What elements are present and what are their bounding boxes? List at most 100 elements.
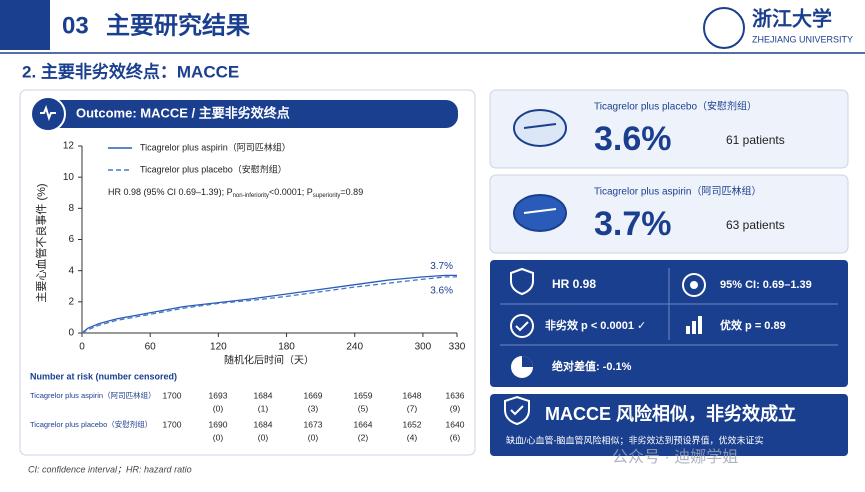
- x-tick-label: 240: [346, 342, 363, 353]
- annotation-sub: non-inferiority: [233, 193, 269, 199]
- card-value: 3.7%: [594, 205, 672, 243]
- risk-censored: (5): [358, 403, 369, 413]
- chart-panel: [19, 89, 476, 456]
- risk-censored: (0): [213, 432, 224, 442]
- risk-row-label: Ticagrelor plus aspirin（阿司匹林组）: [30, 390, 156, 400]
- conclusion-box: [490, 394, 848, 456]
- risk-count: 1652: [403, 419, 422, 429]
- x-tick-label: 180: [278, 342, 295, 353]
- card: [489, 174, 849, 254]
- card-patients: 61 patients: [726, 133, 785, 147]
- stat-diff: 绝对差值: -0.1%: [552, 359, 632, 373]
- value-label: 3.6%: [430, 286, 453, 297]
- risk-censored: (0): [258, 432, 269, 442]
- footnote: CI: confidence interval；HR: hazard ratio: [28, 464, 192, 474]
- check-mark: [515, 321, 529, 332]
- annotation-part: HR 0.98 (95% CI 0.69–1.39); P: [108, 187, 233, 197]
- card-name: Ticagrelor plus placebo（安慰剂组）: [594, 100, 757, 113]
- y-tick-label: 2: [68, 296, 74, 307]
- bar-icon: [692, 321, 696, 334]
- card-name: Ticagrelor plus aspirin（阿司匹林组）: [594, 185, 761, 198]
- risk-censored: (7): [407, 403, 418, 413]
- conclusion-text: 缺血/心血管-脑血管风险相似；非劣效达到预设界值，优效未证实: [506, 434, 764, 445]
- subtitle: 2. 主要非劣效终点：MACCE: [22, 61, 239, 81]
- risk-censored: (9): [450, 403, 461, 413]
- pie-slice: [522, 356, 533, 367]
- x-tick-label: 120: [210, 342, 227, 353]
- bar-icon: [686, 326, 690, 334]
- risk-count: 1690: [209, 419, 228, 429]
- stat-ci: 95% CI: 0.69–1.39: [720, 279, 812, 291]
- series-line: [81, 274, 457, 334]
- card-patients: 63 patients: [726, 218, 785, 232]
- pulse-icon: [40, 104, 56, 122]
- value-label: 3.7%: [430, 261, 453, 272]
- risk-row-label: Ticagrelor plus placebo（安慰剂组）: [30, 419, 152, 429]
- annotation-part: =0.89: [340, 187, 363, 197]
- risk-count: 1684: [254, 390, 273, 400]
- watermark: 公众号 · 迪娜学姐: [612, 448, 738, 466]
- risk-count: 1648: [403, 390, 422, 400]
- risk-censored: (0): [308, 432, 319, 442]
- panel-title-bar: [40, 100, 458, 128]
- x-tick-label: 0: [79, 342, 85, 353]
- annotation-part: <0.0001; P: [269, 187, 313, 197]
- pill-line: [523, 208, 557, 214]
- x-tick-label: 300: [415, 342, 432, 353]
- panel-title: Outcome: MACCE / 主要非劣效终点: [76, 105, 290, 120]
- y-tick-label: 6: [68, 234, 74, 245]
- y-tick-label: 12: [63, 141, 75, 152]
- y-axis-label: 主要心血管不良事件 (%): [34, 183, 48, 302]
- check-icon: [510, 314, 534, 338]
- bar-icon: [698, 316, 702, 334]
- pill-line: [523, 123, 557, 129]
- header-block: [0, 0, 50, 50]
- annotation-sub: superiority: [313, 193, 341, 199]
- risk-count: 1669: [304, 390, 323, 400]
- risk-censored: (1): [258, 403, 269, 413]
- chart-annotation: HR 0.98 (95% CI 0.69–1.39); Pnon-inferio…: [108, 187, 363, 198]
- shield-icon: [510, 267, 534, 296]
- risk-count: 1693: [209, 390, 228, 400]
- check-mark: [510, 405, 524, 416]
- header-title: 主要研究结果: [106, 11, 250, 39]
- logo-en: ZHEJIANG UNIVERSITY: [752, 34, 853, 44]
- risk-count: 1673: [304, 419, 323, 429]
- target-icon: [682, 273, 706, 297]
- target-center: [690, 281, 698, 289]
- series-line: [81, 276, 457, 334]
- risk-count: 1640: [446, 419, 465, 429]
- stat-noninferiority: 非劣效 p < 0.0001 ✓: [545, 318, 646, 332]
- risk-censored: (2): [358, 432, 369, 442]
- risk-count: 1664: [354, 419, 373, 429]
- y-tick-label: 8: [68, 203, 74, 214]
- x-tick-label: 330: [449, 342, 466, 353]
- logo-cn: 浙江大学: [752, 6, 832, 30]
- y-tick-label: 4: [68, 265, 74, 276]
- logo-emblem: [703, 7, 745, 49]
- x-tick-label: 60: [145, 342, 157, 353]
- risk-count: 1659: [354, 390, 373, 400]
- risk-count: 1700: [163, 390, 182, 400]
- legend-label: Ticagrelor plus aspirin（阿司匹林组）: [140, 141, 291, 152]
- risk-count: 1684: [254, 419, 273, 429]
- risk-count: 1700: [163, 419, 182, 429]
- x-axis-label: 随机化后时间（天）: [224, 354, 314, 367]
- risk-count: 1636: [446, 390, 465, 400]
- legend-label: Ticagrelor plus placebo（安慰剂组）: [140, 163, 287, 174]
- risk-title: Number at risk (number censored): [30, 371, 177, 381]
- risk-censored: (6): [450, 432, 461, 442]
- stat-hr: HR 0.98: [552, 277, 596, 291]
- pill-icon: [513, 109, 567, 147]
- risk-censored: (4): [407, 432, 418, 442]
- risk-censored: (3): [308, 403, 319, 413]
- y-tick-label: 10: [63, 172, 75, 183]
- conclusion-title: MACCE 风险相似，非劣效成立: [545, 403, 796, 424]
- pill-icon: [513, 194, 567, 232]
- card: [489, 89, 849, 169]
- y-tick-label: 0: [68, 328, 74, 339]
- risk-censored: (0): [213, 403, 224, 413]
- shield-icon: [504, 395, 530, 426]
